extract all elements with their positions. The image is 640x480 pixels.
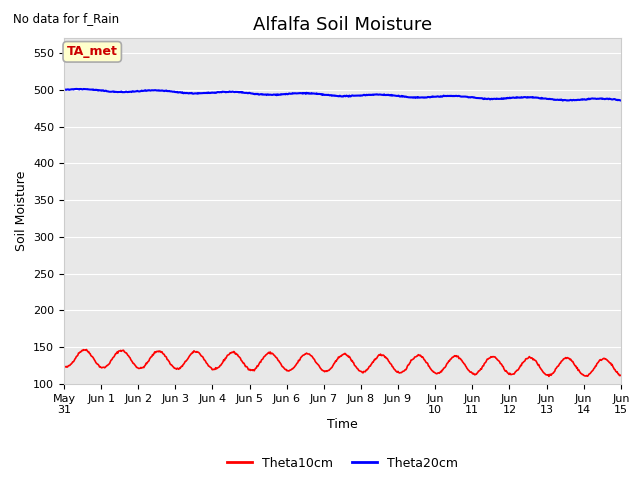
- Legend: Theta10cm, Theta20cm: Theta10cm, Theta20cm: [222, 452, 463, 475]
- Theta10cm: [60, 363, 68, 369]
- Theta20cm: [80, 86, 88, 92]
- Title: Alfalfa Soil Moisture: Alfalfa Soil Moisture: [253, 16, 432, 34]
- Theta20cm: [432, 94, 440, 99]
- Theta10cm: [83, 347, 90, 352]
- Theta20cm: [617, 97, 625, 103]
- Theta10cm: [277, 361, 285, 367]
- Theta20cm: [256, 91, 264, 97]
- Line: Theta10cm: Theta10cm: [64, 349, 621, 376]
- Theta10cm: [256, 359, 264, 365]
- Theta10cm: [432, 371, 440, 376]
- Theta10cm: [126, 355, 134, 360]
- Theta20cm: [60, 87, 68, 93]
- X-axis label: Time: Time: [327, 418, 358, 431]
- Text: TA_met: TA_met: [67, 45, 118, 58]
- Theta10cm: [545, 373, 553, 379]
- Line: Theta20cm: Theta20cm: [64, 89, 621, 101]
- Theta10cm: [617, 372, 625, 378]
- Theta20cm: [401, 94, 408, 100]
- Theta20cm: [277, 91, 285, 97]
- Theta20cm: [126, 89, 134, 95]
- Y-axis label: Soil Moisture: Soil Moisture: [15, 171, 28, 252]
- Theta20cm: [228, 89, 236, 95]
- Text: No data for f_Rain: No data for f_Rain: [13, 12, 119, 25]
- Theta10cm: [228, 349, 236, 355]
- Theta10cm: [401, 368, 408, 373]
- Theta20cm: [559, 98, 566, 104]
